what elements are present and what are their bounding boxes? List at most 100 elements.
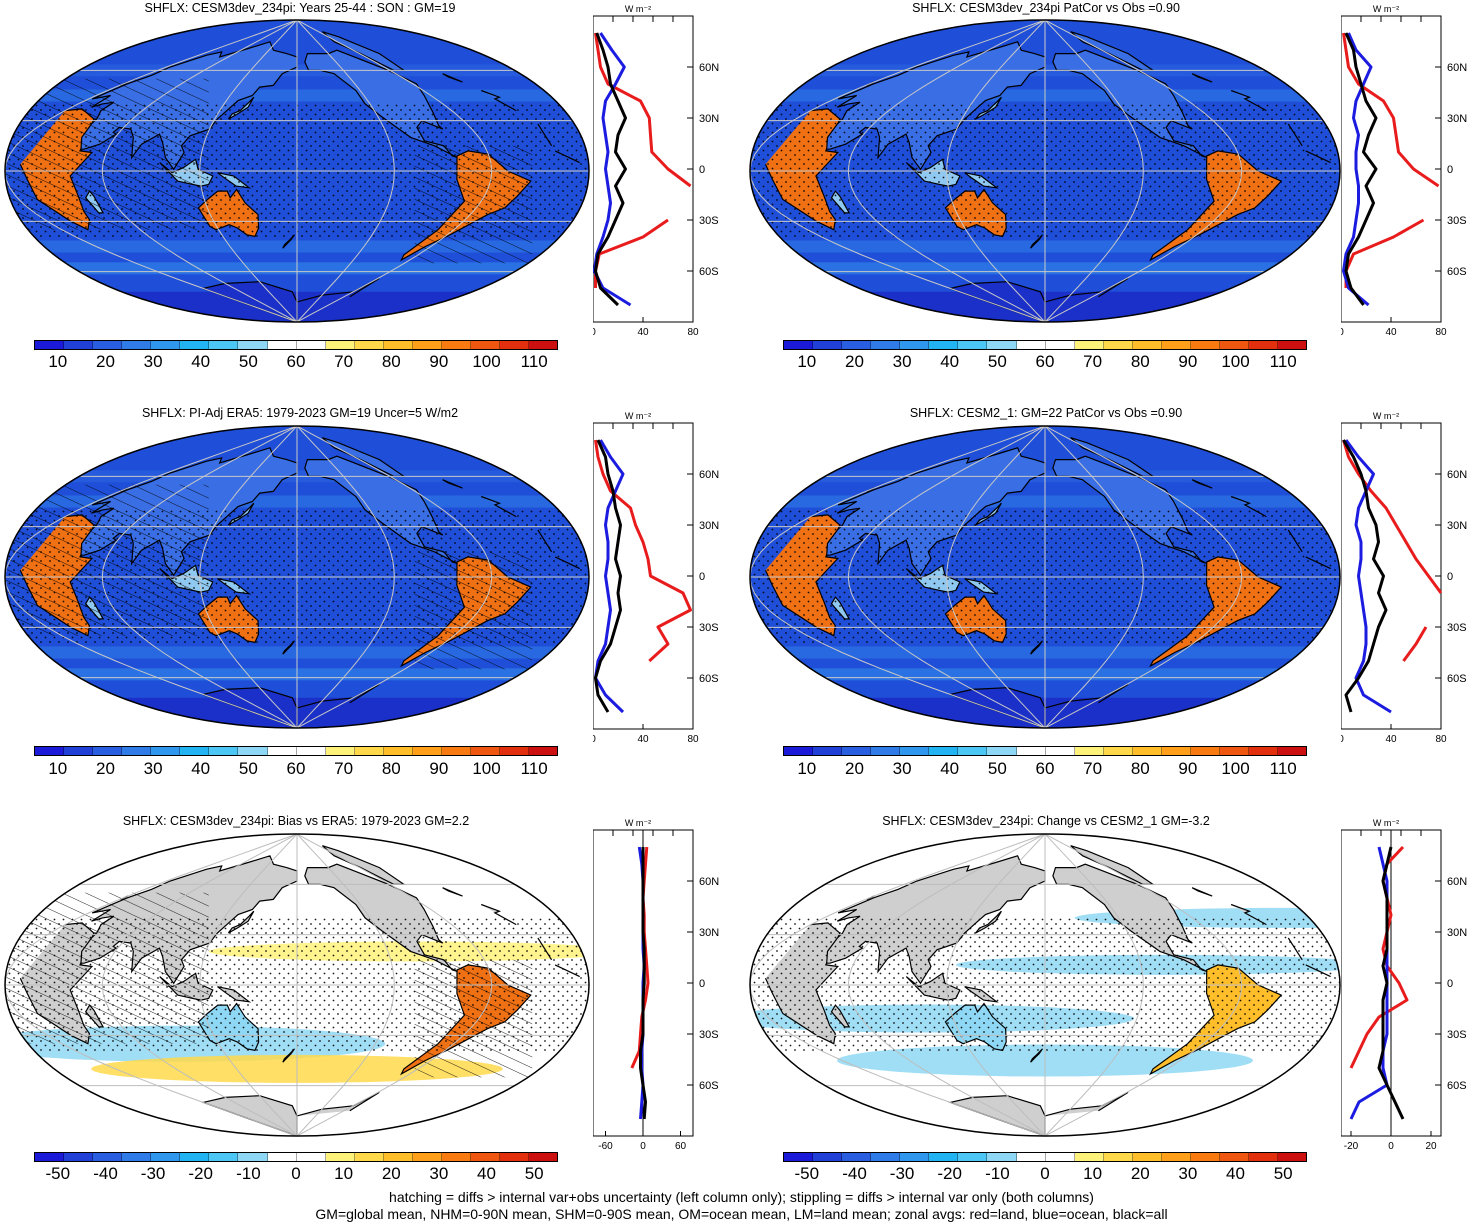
colorbar-tick-label: 50 [524,1164,544,1183]
zonal-lat-tick-label: 60N [699,62,719,74]
colorbar-swatch [180,747,210,755]
colorbar-tick-label: -40 [93,1164,118,1183]
colorbar-tick-label: 90 [1178,352,1198,371]
colorbar-tick-label: -30 [140,1164,166,1183]
colorbar-swatch [354,747,384,755]
colorbar-tick-label: 90 [429,759,449,778]
zonal-lat-tick-label: 60S [699,1080,719,1092]
colorbar-swatch [1161,747,1191,755]
colorbar-swatch [1045,747,1075,755]
colorbar-swatch [1132,747,1162,755]
colorbar-swatch [900,1153,930,1161]
colorbar-swatch [1103,747,1133,755]
colorbar-tick-label: -30 [889,1164,915,1183]
colorbar-swatch [987,747,1017,755]
zonal-lat-tick-label: 60N [1447,62,1467,74]
colorbar-tick-label: 110 [1269,352,1297,371]
colorbar-swatch [958,341,988,349]
zonal-lat-tick-label: 0 [1447,978,1453,990]
zonal-lat-tick-label: 30N [699,520,719,532]
zonal-x-tick-label: 0 [593,327,596,338]
zonal-units-label: W m⁻² [625,411,651,421]
colorbar-swatch [958,747,988,755]
colorbar-tick-label: 10 [48,759,68,778]
zonal-line-blue [1342,32,1373,307]
colorbar-swatch [35,341,65,349]
colorbar-swatch [1190,747,1220,755]
colorbar-swatch [209,341,239,349]
zonal-line-black [639,847,647,1120]
zonal-lat-tick-label: 30S [1447,1029,1467,1041]
colorbar-swatch [1278,747,1307,755]
panel-title-4: SHFLX: CESM2_1: GM=22 PatCor vs Obs =0.9… [909,406,1183,420]
colorbar-swatch [64,1153,94,1161]
zonal-mean-plot-1: W m⁻² 60N 30N 0 30S 60S 0 40 80 [593,4,719,338]
zonal-x-tick-label: -20 [1344,1141,1359,1152]
zonal-x-tick-label: 20 [1425,1141,1437,1152]
colorbar-tick-label: 50 [987,352,1007,371]
colorbar-swatch [180,341,210,349]
colorbar-tick-label: 80 [1130,759,1150,778]
colorbar-3 [34,746,558,756]
colorbar-swatch [842,341,872,349]
colorbar-tick-label: 110 [520,352,548,371]
colorbar-swatch [383,341,413,349]
colorbar-tick-label: 70 [1083,759,1103,778]
zonal-line-blue [1344,439,1392,714]
colorbar-tick-label: 50 [1273,1164,1293,1183]
zonal-lat-tick-label: 60N [1447,469,1467,481]
colorbar-swatch [929,747,959,755]
colorbar-tick-label: -20 [937,1164,962,1183]
colorbar-swatch [842,1153,872,1161]
zonal-line-black [1342,439,1388,713]
colorbar-4 [783,746,1307,756]
world-map-panel-1 [4,19,590,323]
zonal-line-blue [1349,846,1389,1120]
colorbar-swatch [412,747,442,755]
colorbar-swatch [354,1153,384,1161]
colorbar-swatch [122,341,152,349]
colorbar-tick-label: -20 [188,1164,213,1183]
colorbar-1 [34,340,558,350]
colorbar-tick-label: 30 [892,759,912,778]
colorbar-swatch [1016,1153,1046,1161]
zonal-lat-tick-label: 60N [1447,876,1467,888]
colorbar-tick-label: 110 [520,759,548,778]
colorbar-swatch [151,341,181,349]
colorbar-swatch [1219,1153,1249,1161]
colorbar-swatch [987,1153,1017,1161]
colorbar-swatch [1016,341,1046,349]
zonal-mean-plot-2: W m⁻² 60N 30N 0 30S 60S 0 40 80 [1341,4,1467,338]
colorbar-swatch [296,341,326,349]
zonal-lat-tick-label: 30N [699,113,719,125]
zonal-lat-tick-label: 60S [699,266,719,278]
colorbar-swatch [122,1153,152,1161]
colorbar-tick-label: 70 [334,352,354,371]
colorbar-swatch [238,341,268,349]
colorbar-swatch [1249,1153,1279,1161]
colorbar-swatch [1074,747,1104,755]
zonal-lat-tick-label: 60N [699,876,719,888]
colorbar-swatch [93,747,123,755]
panel-title-3: SHFLX: PI-Adj ERA5: 1979-2023 GM=19 Unce… [141,406,459,420]
zonal-lat-tick-label: 30S [699,622,719,634]
panel-title-1: SHFLX: CESM3dev_234pi: Years 25-44 : SON… [144,1,456,15]
colorbar-swatch [1103,1153,1133,1161]
zonal-lat-tick-label: 60S [1447,266,1467,278]
colorbar-swatch [900,341,930,349]
zonal-x-tick-label: 80 [1435,734,1447,745]
colorbar-swatch [35,1153,65,1161]
zonal-lat-tick-label: 30S [699,215,719,227]
colorbar-swatch [441,1153,471,1161]
colorbar-swatch [35,747,65,755]
zonal-x-tick-label: 40 [637,327,649,338]
colorbar-swatch [93,341,123,349]
panel-title-5: SHFLX: CESM3dev_234pi: Bias vs ERA5: 197… [122,814,470,828]
colorbar-tick-label: 80 [381,352,401,371]
colorbar-tick-label: 10 [797,759,817,778]
colorbar-swatch [500,1153,530,1161]
colorbar-tick-label: 60 [286,759,306,778]
colorbar-swatch [871,341,901,349]
colorbar-swatch [267,341,297,349]
zonal-line-black [594,439,622,713]
